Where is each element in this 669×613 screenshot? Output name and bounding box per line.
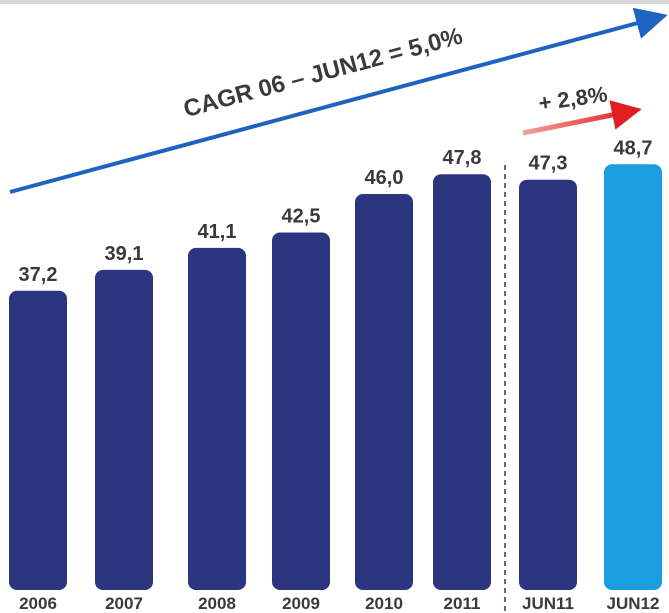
x-tick-label: 2006 [19,594,57,613]
value-label: 39,1 [105,243,144,265]
x-tick-label: 2010 [365,594,403,613]
trend-arrow [9,7,668,194]
value-label: 47,8 [443,147,482,169]
x-tick-label: 2011 [444,594,481,613]
x-tick-label: 2009 [282,594,320,613]
value-label: 42,5 [282,206,321,228]
bar [604,164,662,591]
growth-arrow [522,100,642,136]
bar [95,269,153,590]
bar [433,174,491,590]
top-border [0,0,669,4]
x-tick-label: JUN11 [522,594,574,613]
x-tick-label: 2008 [198,594,236,613]
value-label: 47,3 [529,153,568,175]
bar [355,194,413,590]
x-tick-label: 2007 [105,594,143,613]
value-label: 48,7 [614,137,653,159]
value-label: 37,2 [19,264,58,286]
bar [272,232,330,590]
bar [188,247,246,590]
value-label: 46,0 [365,167,404,189]
growth-annotation: + 2,8% [537,81,609,115]
x-tick-label: JUN12 [607,594,660,613]
bar [519,179,577,590]
bar [9,290,67,590]
value-label: 41,1 [198,221,237,243]
